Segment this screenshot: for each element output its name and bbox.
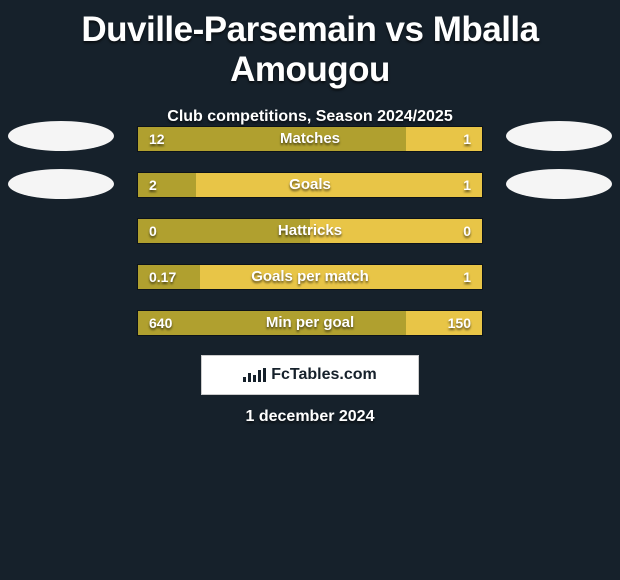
stat-value-left: 2	[149, 172, 157, 198]
stat-value-right: 1	[463, 126, 471, 152]
stat-bar-left	[138, 173, 196, 197]
stat-row: Goals per match0.171	[0, 264, 620, 290]
stat-bar-right	[200, 265, 482, 289]
stat-bar	[137, 264, 483, 290]
stat-bar-left	[138, 219, 310, 243]
player-avatar-right	[506, 169, 612, 199]
player-avatar-left	[8, 169, 114, 199]
stat-rows: Matches121Goals21Hattricks00Goals per ma…	[0, 126, 620, 356]
date-label: 1 december 2024	[0, 408, 620, 426]
stat-bar-right	[196, 173, 482, 197]
brand-box: FcTables.com	[201, 355, 419, 395]
brand-text: FcTables.com	[271, 366, 377, 384]
player-avatar-left	[8, 121, 114, 151]
stat-bar-left	[138, 311, 406, 335]
stat-value-left: 0	[149, 218, 157, 244]
stat-value-right: 1	[463, 172, 471, 198]
stat-bar	[137, 126, 483, 152]
stat-value-right: 1	[463, 264, 471, 290]
stat-row: Goals21	[0, 172, 620, 198]
stat-bar	[137, 310, 483, 336]
stat-value-left: 0.17	[149, 264, 176, 290]
stat-value-right: 0	[463, 218, 471, 244]
stat-row: Hattricks00	[0, 218, 620, 244]
stat-row: Min per goal640150	[0, 310, 620, 336]
player-avatar-right	[506, 121, 612, 151]
stat-bar-left	[138, 127, 406, 151]
stat-bar	[137, 172, 483, 198]
stat-value-left: 12	[149, 126, 165, 152]
bar-chart-icon	[243, 368, 266, 382]
page-title: Duville-Parsemain vs Mballa Amougou	[0, 0, 620, 90]
stat-value-right: 150	[448, 310, 471, 336]
stat-row: Matches121	[0, 126, 620, 152]
stat-bar-right	[310, 219, 482, 243]
stat-value-left: 640	[149, 310, 172, 336]
stat-bar	[137, 218, 483, 244]
